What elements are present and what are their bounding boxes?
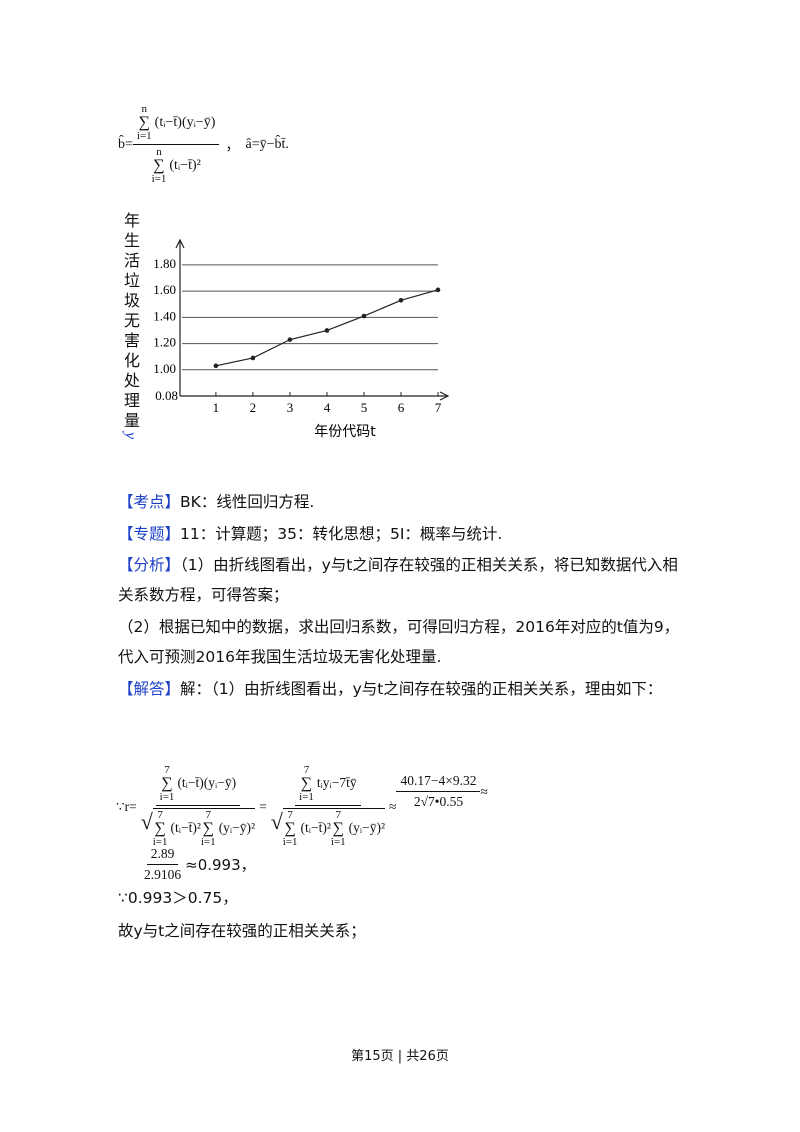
formula-text: i=1 <box>151 173 167 185</box>
formula-text: b̂= <box>118 136 133 152</box>
formula-text: (tᵢ−t̄)(yᵢ−ȳ) <box>177 775 237 791</box>
fraction: 2.89 2.9106 <box>140 846 185 883</box>
formula-text: i=1 <box>282 836 298 848</box>
x-axis-arrow <box>439 391 450 401</box>
data-point <box>435 287 441 293</box>
formula-text: 7 <box>303 764 310 776</box>
y-tick-label: 1.80 <box>153 256 176 271</box>
fraction: 7 ∑ i=1 (tᵢ−t̄)(yᵢ−ȳ) √ 7 ∑ i=1 (tᵢ−t̄)² 7 ∑ i=1 (y… <box>140 764 256 848</box>
paragraph-text: 11：计算题；35：转化思想；5I：概率与统计. <box>180 525 503 543</box>
formula-text: i=1 <box>159 791 175 803</box>
data-point <box>361 313 367 319</box>
paragraph-tag: 【考点】 <box>118 493 181 511</box>
formula-text: â=ȳ−b̂t̄. <box>245 136 289 152</box>
formula-text: ∑ <box>161 775 173 792</box>
data-point <box>324 328 330 333</box>
x-tick-label: 3 <box>287 400 294 415</box>
x-tick-label: 1 <box>213 400 220 415</box>
x-tick-label: 5 <box>361 400 368 415</box>
formula-text: (tᵢ−t̄)² <box>169 158 201 174</box>
x-axis-title: 年份代码t <box>314 424 376 440</box>
paragraph: 【考点】BK：线性回归方程. <box>118 487 680 517</box>
formula-text: n <box>141 103 148 115</box>
formula-text: 7 <box>335 809 342 821</box>
formula-text: ≈ <box>480 783 488 799</box>
formula-text: ∑ <box>332 820 344 837</box>
formula-text: tᵢyᵢ−7t̄ȳ <box>316 775 357 791</box>
formula-text: = <box>259 798 267 814</box>
formula-text: (tᵢ−t̄)(yᵢ−ȳ) <box>154 115 216 131</box>
x-tick-label: 4 <box>324 400 331 415</box>
formula-text: ∵r= <box>116 798 137 814</box>
paragraph-text: BK：线性回归方程. <box>180 493 315 511</box>
formula-text: ∑ <box>154 820 166 837</box>
formula-text: ， <box>225 138 240 154</box>
y-tick-label: 1.00 <box>153 361 176 376</box>
text-line: 故y与t之间存在较强的正相关关系； <box>118 922 366 940</box>
y-tick-label: 1.60 <box>153 282 176 297</box>
formula-text: 7 <box>287 809 293 821</box>
formula-text: ∑ <box>153 157 165 174</box>
paragraph: 【专题】11：计算题；35：转化思想；5I：概率与统计. <box>118 519 680 549</box>
y-axis-arrow <box>175 238 185 249</box>
formula-text: i=1 <box>200 836 216 848</box>
origin-label: 0.08 <box>155 388 178 403</box>
formula-text: ≈0.993， <box>185 856 256 874</box>
paragraph: （2）根据已知中的数据，求出回归系数，可得回归方程，2016年对应的t值为9，代… <box>118 612 680 672</box>
y-tick-label: 1.40 <box>153 308 176 323</box>
formula-text: 7 <box>164 764 170 776</box>
formula-text: (yᵢ−ȳ)² <box>348 820 386 836</box>
text-line: ∵0.993＞0.75， <box>118 889 238 907</box>
formula-text: i=1 <box>136 130 152 142</box>
data-line <box>215 289 439 367</box>
fraction: 40.17−4×9.32 2√7•0.55 <box>396 773 481 810</box>
data-point <box>213 363 219 369</box>
formula-text: 40.17−4×9.32 <box>396 773 481 792</box>
formula-text: i=1 <box>152 836 168 848</box>
paragraph: 【分析】（1）由折线图看出，y与t之间存在较强的正相关关系，将已知数据代入相关系… <box>118 550 680 610</box>
formula-text: i=1 <box>330 836 346 848</box>
formula-top: b̂= n ∑ i=1 (tᵢ−t̄)(yᵢ−ȳ) n ∑ i=1 (tᵢ−t̄)² ， â… <box>118 104 289 185</box>
paragraph-tag: 【分析】 <box>118 556 181 574</box>
chart: 年份代码t 0.08 1.00 1.20 1.40 1.60 1.80 1 2 3 4 5 6 7 <box>153 238 450 440</box>
formula-text: ≈ <box>389 798 397 814</box>
formula-text: 2.89 <box>146 846 179 865</box>
formula-text: 7 <box>205 809 212 821</box>
formula-text: ∑ <box>300 775 313 792</box>
formula-text: (yᵢ−ȳ)² <box>218 820 256 836</box>
formula-r: ∵r= 7 ∑ i=1 (tᵢ−t̄)(yᵢ−ȳ) √ 7 ∑ i=1 (tᵢ−t̄)² 7 ∑ i… <box>116 765 488 848</box>
data-point <box>250 355 256 361</box>
data-point <box>398 298 404 303</box>
paragraph: 【解答】解：（1）由折线图看出，y与t之间存在较强的正相关关系，理由如下： <box>118 674 680 704</box>
fraction: 7 ∑ i=1 tᵢyᵢ−7t̄ȳ √ 7 ∑ i=1 (tᵢ−t̄)² 7 ∑ i=1 (yᵢ−ȳ)… <box>270 764 386 848</box>
formula-text: ∑ <box>284 820 296 837</box>
formula-text: ∑ <box>202 820 214 837</box>
paragraph-text: 解：（1）由折线图看出，y与t之间存在较强的正相关关系，理由如下： <box>180 680 663 698</box>
x-tick-label: 2 <box>250 400 257 415</box>
y-tick-label: 1.20 <box>153 335 176 350</box>
x-tick-label: 6 <box>398 400 405 415</box>
formula-text: n <box>156 146 162 158</box>
paragraph-text: （2）根据已知中的数据，求出回归系数，可得回归方程，2016年对应的t值为9，代… <box>118 618 680 666</box>
paragraph-tag: 【解答】 <box>118 680 181 698</box>
y-axis-title: 年生活垃圾无害化处理量 <box>121 212 140 432</box>
fraction: n ∑ i=1 (tᵢ−t̄)(yᵢ−ȳ) n ∑ i=1 (tᵢ−t̄)² <box>132 103 220 185</box>
paragraph-text: （1）由折线图看出，y与t之间存在较强的正相关关系，将已知数据代入相关系数方程，… <box>118 556 678 604</box>
page-footer: 第15页 | 共26页 <box>351 1049 449 1064</box>
formula-text: 7 <box>157 809 163 821</box>
formula-result: 2.89 2.9106 ≈0.993， <box>140 846 256 883</box>
formula-text: 2.9106 <box>144 867 182 882</box>
data-point <box>287 337 293 342</box>
paragraph-tag: 【专题】 <box>118 525 181 543</box>
formula-text: (tᵢ−t̄)² <box>300 820 331 836</box>
formula-text: 2√7•0.55 <box>413 794 464 809</box>
x-tick-label: 7 <box>435 400 442 415</box>
formula-text: ∑ <box>138 114 150 131</box>
y-axis-label: 年生活垃圾无害化处理量y <box>118 212 142 443</box>
formula-text: i=1 <box>299 791 314 803</box>
y-axis-symbol: y <box>122 432 139 444</box>
formula-text: (tᵢ−t̄)² <box>170 820 201 836</box>
